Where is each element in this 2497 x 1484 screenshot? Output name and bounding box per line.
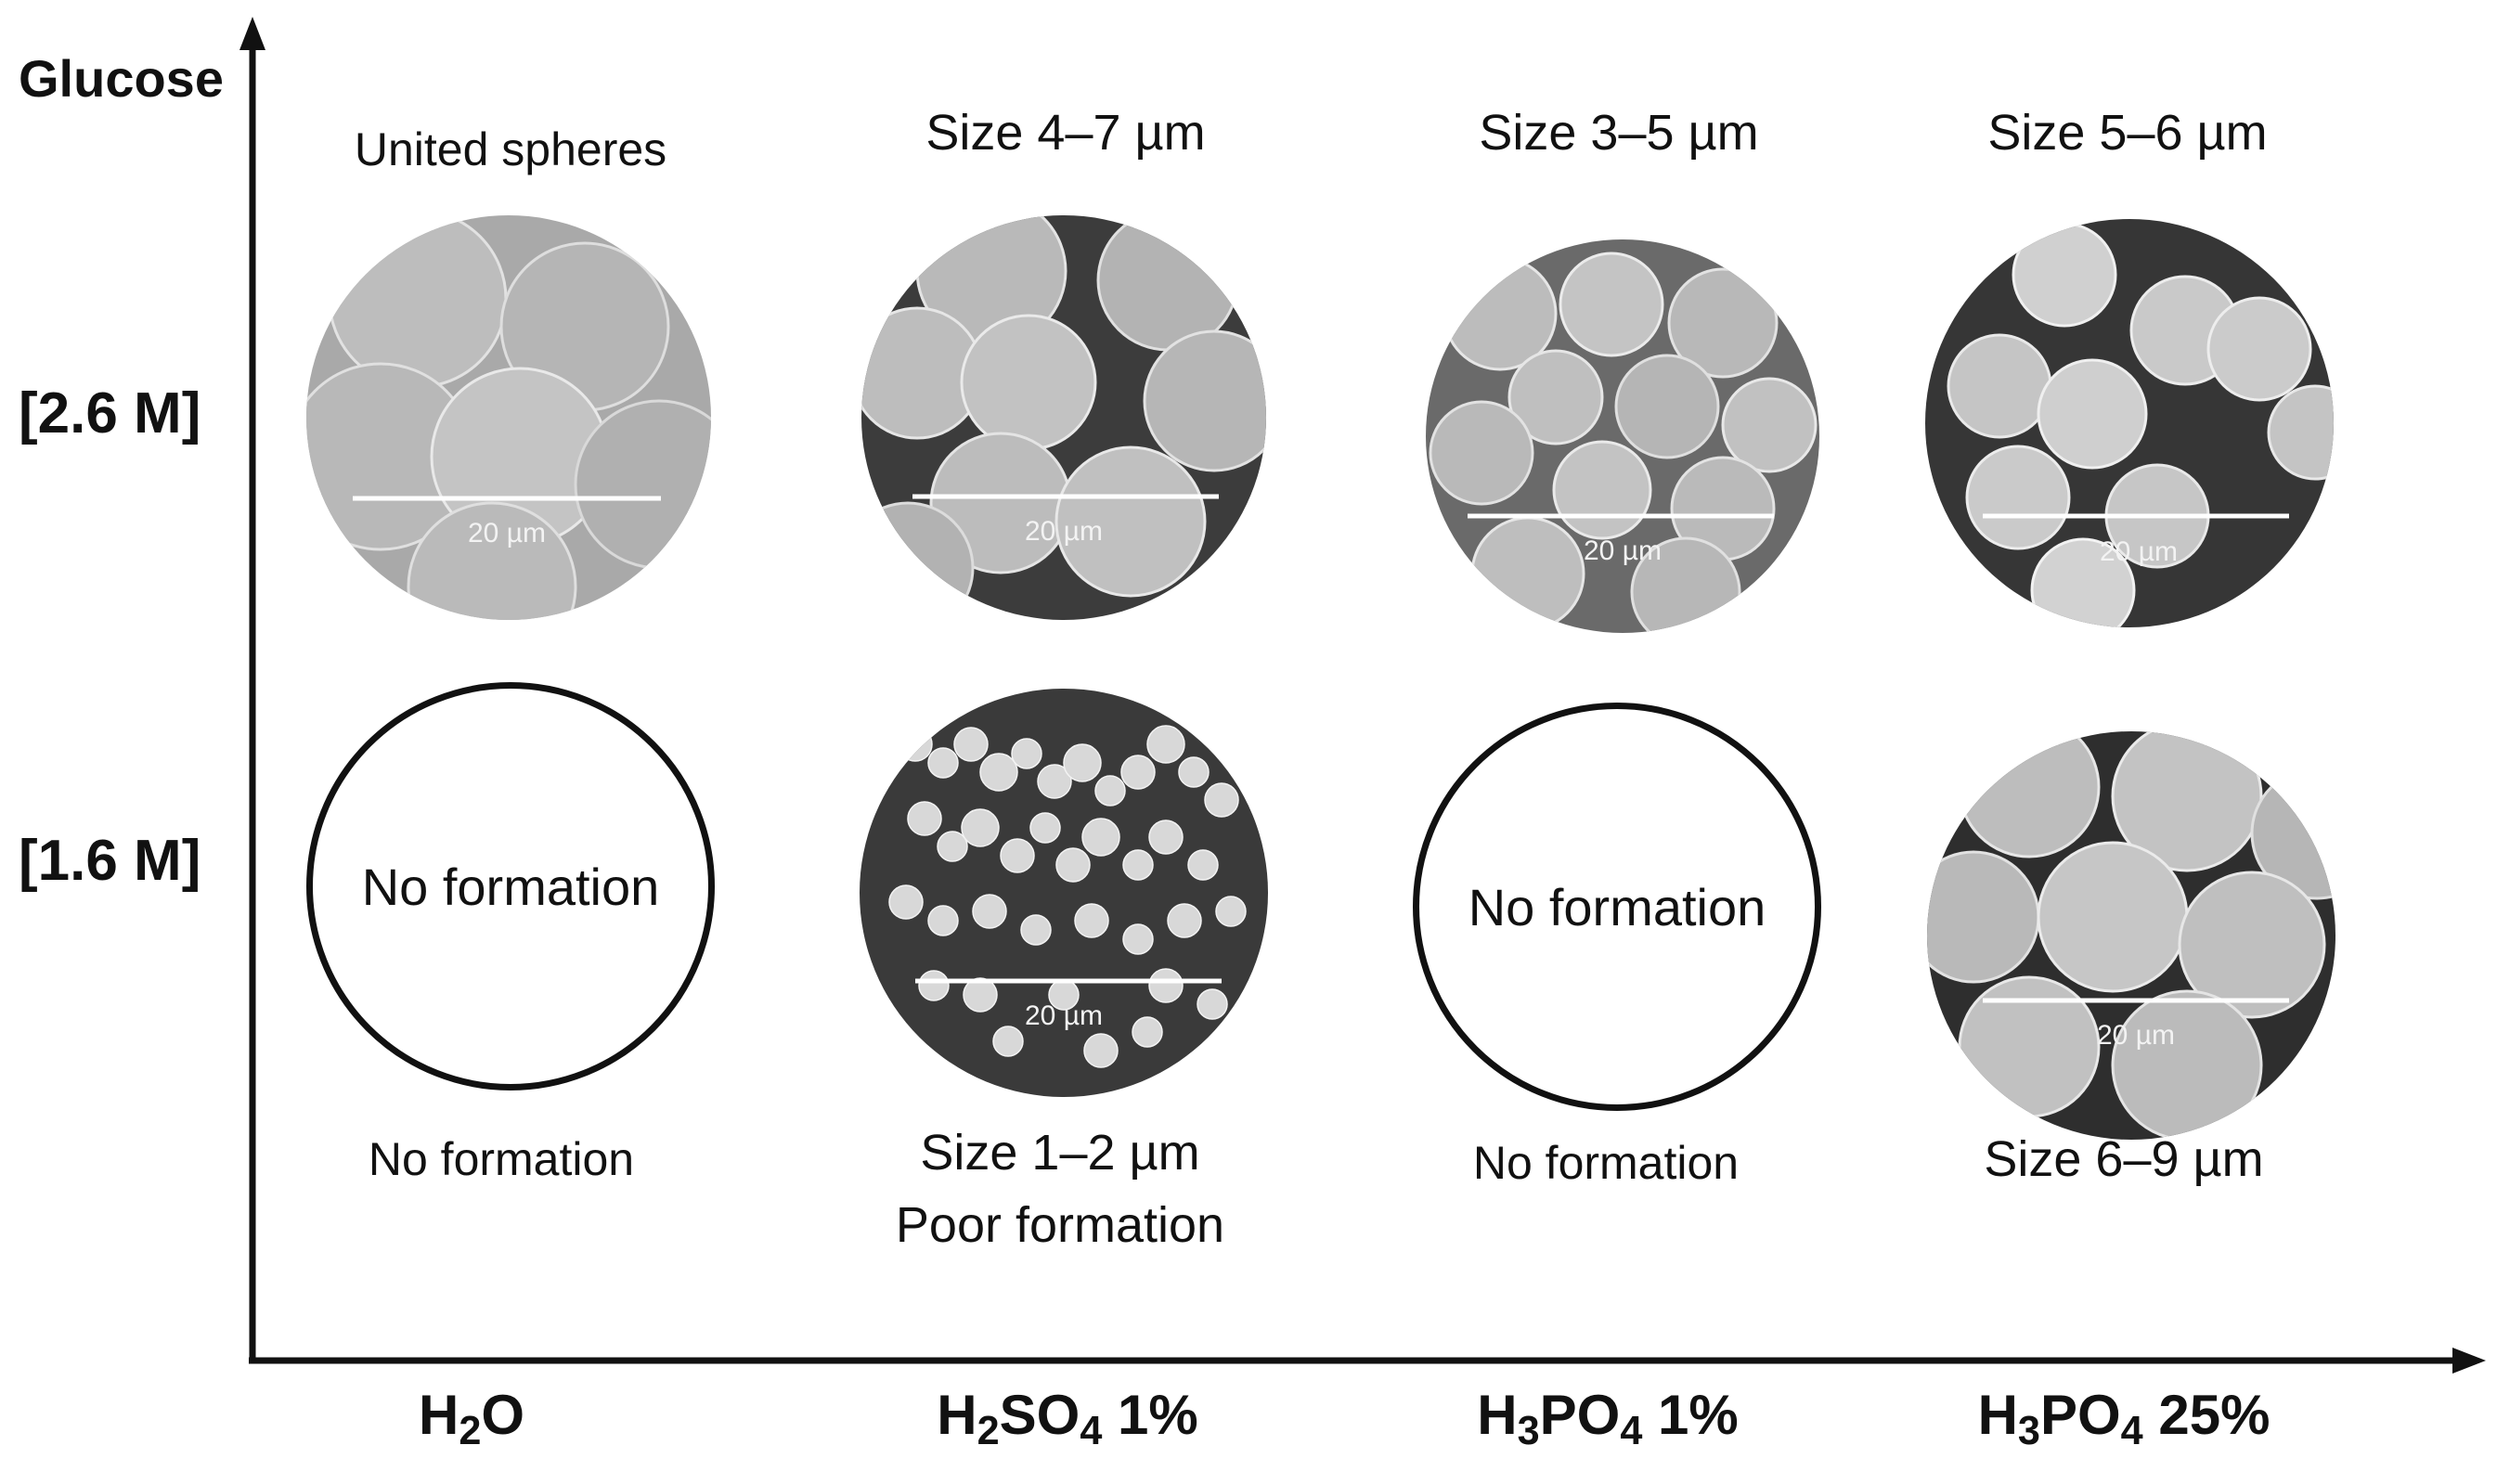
- caption-h3po4-25-1-6m: Size 6–9 µm: [1984, 1131, 2264, 1187]
- caption-h2so4-2-6m: Size 4–7 µm: [925, 105, 1206, 161]
- no-formation-inner-label: No formation: [361, 857, 660, 916]
- scale-label: 20 µm: [2097, 1020, 2175, 1051]
- column-label-h3po4-1: H3PO4 1%: [1477, 1384, 1739, 1453]
- sem-image-h2so4-1-6m: 20 µm: [860, 689, 1268, 1097]
- caption-h2so4-1-6m-quality: Poor formation: [895, 1197, 1225, 1253]
- y-axis-arrowhead: [239, 17, 265, 50]
- caption-h3po4-1-2-6m: Size 3–5 µm: [1479, 105, 1759, 161]
- column-label-h3po4-25: H3PO4 25%: [1977, 1384, 2271, 1453]
- no-formation-inner-label: No formation: [1468, 877, 1766, 936]
- scale-label: 20 µm: [2100, 536, 2178, 567]
- scale-label: 20 µm: [1584, 536, 1662, 566]
- caption-h2o-2-6m: United spheres: [354, 123, 667, 175]
- sem-image-h3po4-1-2-6m: 20 µm: [1426, 239, 1819, 633]
- caption-h3po4-1-1-6m: No formation: [1472, 1137, 1740, 1189]
- sem-image-h3po4-25-1-6m: 20 µm: [1927, 731, 2335, 1140]
- column-label-h2o: H2O: [418, 1384, 525, 1453]
- y-axis-title: Glucose: [19, 49, 224, 108]
- no-formation-circle-h3po4-1: No formation: [1413, 703, 1821, 1111]
- row-label-2-6m: [2.6 M]: [19, 381, 201, 445]
- no-formation-circle-h2o: No formation: [306, 682, 715, 1090]
- scale-label: 20 µm: [1025, 516, 1103, 547]
- column-label-h2so4-1: H2SO4 1%: [937, 1384, 1198, 1453]
- scale-label: 20 µm: [1025, 1000, 1103, 1031]
- sem-image-h2so4-2-6m: 20 µm: [861, 215, 1266, 620]
- row-label-1-6m: [1.6 M]: [19, 829, 201, 893]
- caption-h2o-1-6m: No formation: [368, 1133, 635, 1185]
- sem-image-h2o-2-6m: 20 µm: [306, 215, 711, 620]
- sem-image-h3po4-25-2-6m: 20 µm: [1925, 219, 2334, 627]
- caption-h2so4-1-6m-size: Size 1–2 µm: [920, 1125, 1200, 1181]
- caption-h3po4-25-2-6m: Size 5–6 µm: [1987, 105, 2268, 161]
- x-axis-arrowhead: [2452, 1348, 2486, 1374]
- scale-label: 20 µm: [468, 518, 546, 548]
